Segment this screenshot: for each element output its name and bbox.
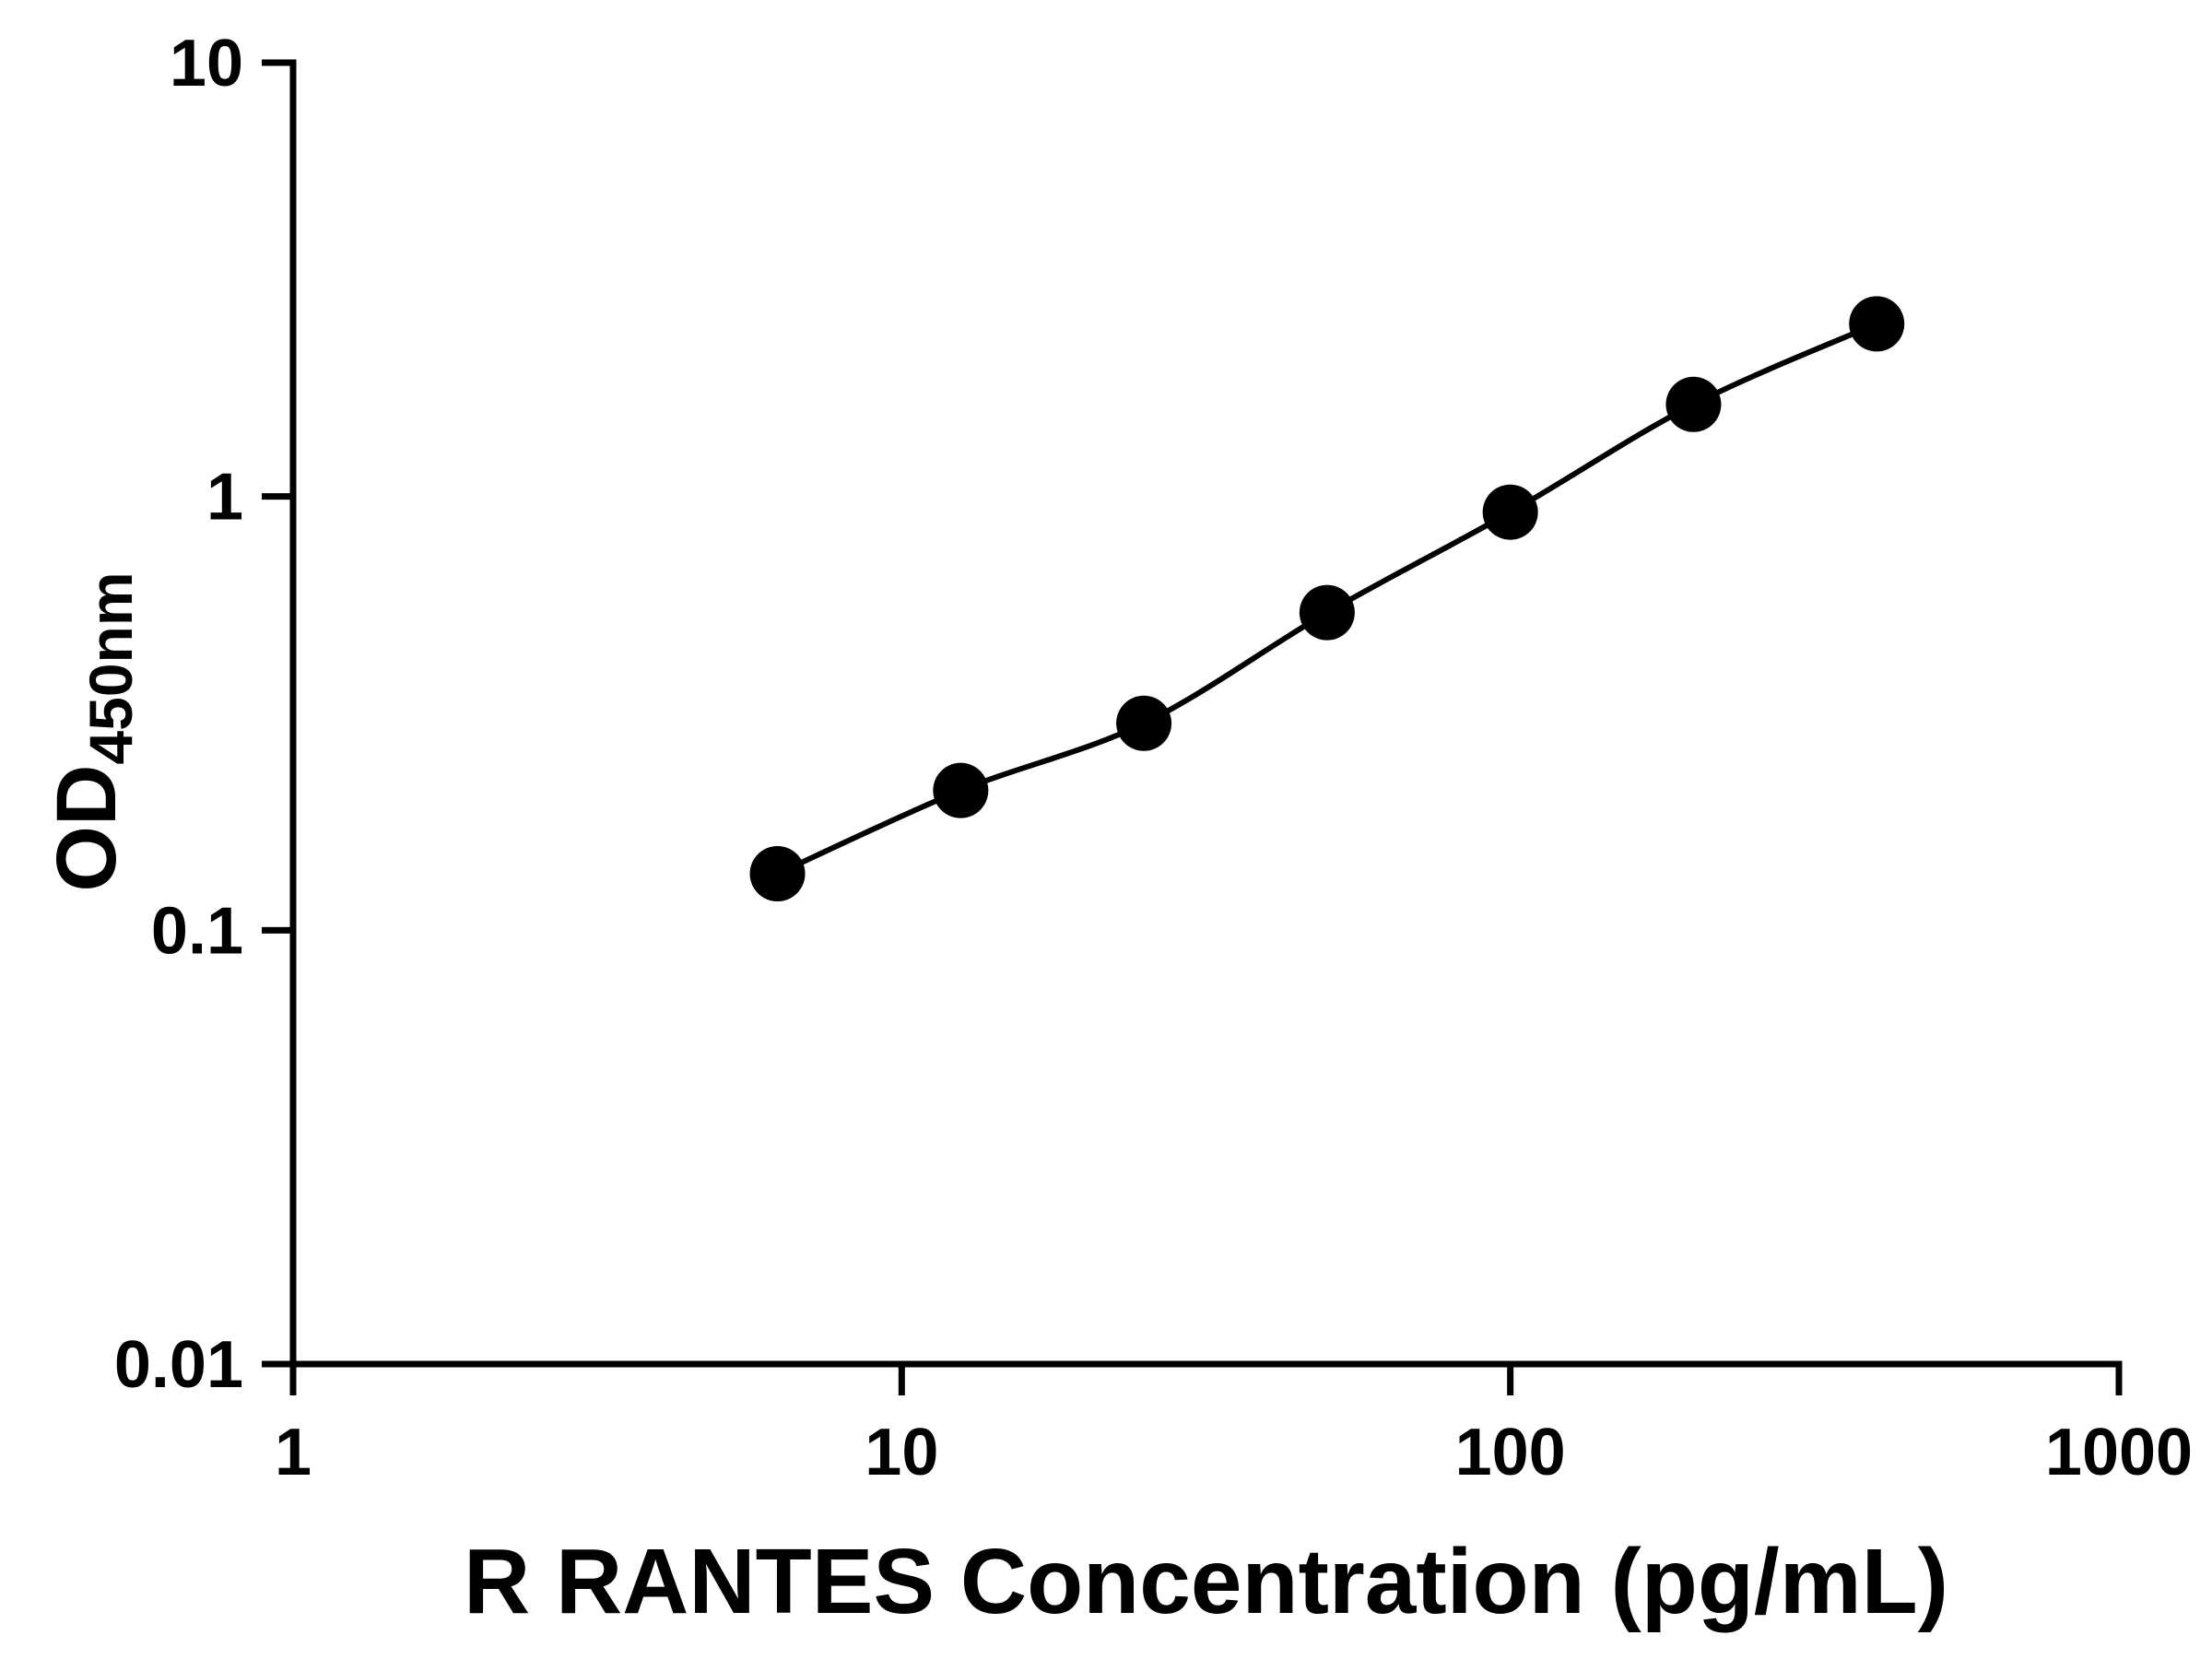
y-axis-title: OD450nm bbox=[40, 571, 145, 891]
y-axis-title-subscript: 450nm bbox=[76, 571, 145, 764]
y-axis-title-main: OD bbox=[40, 765, 134, 892]
data-point-marker bbox=[1299, 584, 1355, 641]
y-axis-tick-label: 0.1 bbox=[151, 894, 243, 968]
x-axis-tick-label: 1 bbox=[275, 1416, 312, 1489]
data-point-marker bbox=[749, 845, 806, 901]
x-axis-tick-label: 10 bbox=[865, 1416, 938, 1489]
data-point-marker bbox=[1665, 376, 1722, 432]
data-point-marker bbox=[1482, 484, 1538, 540]
data-point-marker bbox=[1849, 296, 1905, 352]
y-axis-tick-label: 1 bbox=[206, 461, 243, 535]
x-axis-title: R RANTES Concentration (pg/mL) bbox=[464, 1530, 1948, 1633]
y-axis-tick-label: 0.01 bbox=[114, 1328, 243, 1402]
axis-lines bbox=[289, 59, 2123, 1368]
data-point-marker bbox=[933, 762, 989, 818]
x-axis-tick-label: 100 bbox=[1455, 1416, 1566, 1489]
y-axis-tick-label: 10 bbox=[170, 27, 243, 100]
x-axis-tick-label: 1000 bbox=[2045, 1416, 2193, 1489]
data-point-marker bbox=[1116, 695, 1172, 751]
